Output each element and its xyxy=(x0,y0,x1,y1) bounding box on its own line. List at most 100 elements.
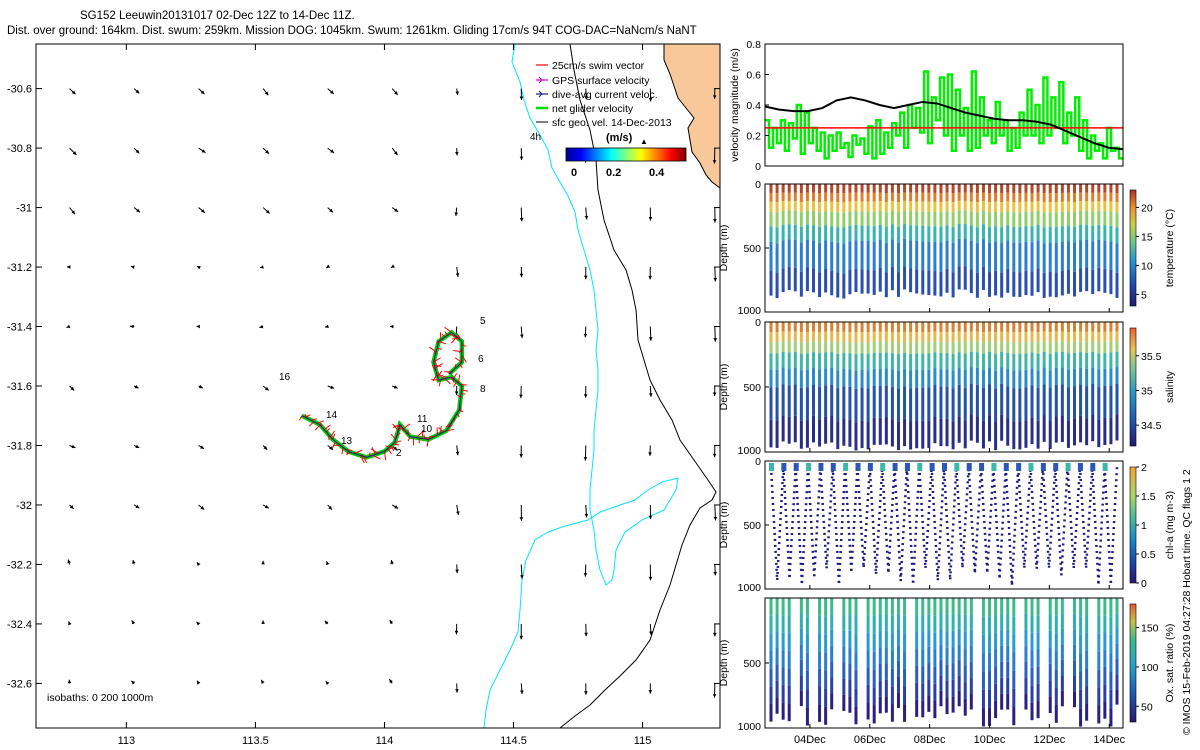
geo-vector-head xyxy=(196,621,201,626)
geo-vector-head xyxy=(71,210,76,215)
chl-dive-down xyxy=(893,466,902,582)
velocity-ytick-label: 0 xyxy=(755,161,761,173)
legend-dive-avg-current: dive-avg current veloc. xyxy=(552,89,658,101)
chl-dive-down xyxy=(1091,466,1100,584)
geo-vector-head xyxy=(394,208,399,212)
geo-vector-head xyxy=(520,575,524,579)
geo-vector-head xyxy=(265,150,269,154)
geo-vector-head xyxy=(265,209,270,214)
swim-vector xyxy=(386,446,395,451)
section-colorbar xyxy=(1129,327,1137,447)
swim-vector xyxy=(325,428,330,433)
dive-avg-current-line xyxy=(301,331,463,458)
swim-vector xyxy=(304,414,311,418)
chl-dive-up xyxy=(800,466,810,584)
swim-vector xyxy=(383,451,387,461)
section-colorbar xyxy=(1129,189,1137,307)
time-label: 4h xyxy=(530,132,541,143)
geo-vector-head xyxy=(519,273,524,278)
map-ytick-label: -31 xyxy=(16,203,32,215)
geo-vector-head xyxy=(713,516,718,521)
colorbar-tick-label: 10 xyxy=(1141,260,1153,272)
geo-vector-head xyxy=(455,451,460,456)
geo-vector-head xyxy=(584,513,589,518)
chl-surface-point xyxy=(1077,463,1083,471)
section-panel-3: 500 1000 Depth (m) 50 100 150 Ox. sat. ratio (… xyxy=(718,597,1176,733)
swim-vector xyxy=(354,449,363,454)
map-xtick-label: 114.5 xyxy=(500,735,527,747)
section-xtick-label: 04Dec xyxy=(794,734,826,746)
swim-vector xyxy=(437,370,443,378)
section-background xyxy=(765,461,1123,589)
geo-vector-head xyxy=(455,689,459,693)
swim-vector xyxy=(387,448,392,455)
swim-vector xyxy=(438,427,444,433)
chl-dive-up xyxy=(924,466,933,568)
chl-dive-up xyxy=(1010,466,1020,585)
velocity-ytick-label: 0.8 xyxy=(746,39,761,51)
swim-vector xyxy=(461,389,469,392)
dive-label-5: 5 xyxy=(480,316,486,327)
swim-vector xyxy=(456,394,461,399)
swim-vector xyxy=(437,372,444,380)
section-xtick-label: 08Dec xyxy=(914,734,946,746)
chl-dive-down xyxy=(1103,466,1113,584)
chl-surface-point xyxy=(1053,463,1059,471)
geo-vector-head xyxy=(648,337,653,341)
geo-vector-head xyxy=(519,517,524,521)
geo-vector-head xyxy=(520,334,524,339)
geo-vector-head xyxy=(713,632,717,637)
dive-label-2: 2 xyxy=(396,448,402,459)
chl-dive-up xyxy=(911,466,921,583)
swim-vector xyxy=(429,346,437,353)
geo-vector-head xyxy=(71,444,76,449)
swim-vector xyxy=(372,454,381,460)
geo-vector-head xyxy=(200,90,205,95)
geo-vector-head xyxy=(519,454,523,458)
swim-vector xyxy=(390,433,397,440)
section-xtick-label: 12Dec xyxy=(1033,734,1065,746)
geo-vector-head xyxy=(197,680,201,685)
chl-dive-down xyxy=(782,466,791,578)
geo-vector-head xyxy=(261,620,265,624)
chl-dive-down xyxy=(819,466,828,569)
geo-vector-head xyxy=(454,391,459,395)
colorbar-tick-label: 100 xyxy=(1141,662,1159,674)
colorbar-tick-0: 0 xyxy=(571,167,577,179)
figure-title: SG152 Leeuwin20131017 02-Dec 12Z to 14-D… xyxy=(80,10,355,22)
geo-vector-head xyxy=(196,265,201,270)
swim-vector xyxy=(444,378,451,385)
geo-vector-head xyxy=(454,212,459,217)
map-ytick-label: -32 xyxy=(16,500,32,512)
section-ylabel: Depth (m) xyxy=(718,640,730,687)
geo-vector-head xyxy=(198,384,203,389)
swim-vector xyxy=(434,364,442,367)
geo-vector-head xyxy=(389,619,394,624)
geo-vector-head xyxy=(713,338,718,342)
legend-net-velocity: net glider velocity xyxy=(552,103,634,115)
map-ytick-label: -30.8 xyxy=(7,143,32,155)
geo-vector-head xyxy=(329,208,333,213)
section-colorbar xyxy=(1129,603,1137,723)
chl-dive-up xyxy=(998,466,1008,578)
geo-vector-head xyxy=(330,385,335,389)
chl-dive-down xyxy=(1029,466,1038,569)
velocity-ytick-label: 0.6 xyxy=(746,70,761,82)
geo-vector-head xyxy=(132,559,136,564)
swim-vector xyxy=(385,445,390,448)
geo-vector-head xyxy=(583,275,588,280)
dive-label-13: 13 xyxy=(341,436,353,447)
swim-vector xyxy=(453,381,458,388)
dive-number-labels: 5 6 8 11 10 14 13 2 16 xyxy=(279,316,486,459)
chl-dive-up xyxy=(948,466,958,580)
swim-vector xyxy=(433,358,438,368)
geo-vector-head xyxy=(70,386,75,391)
geo-vector-head xyxy=(326,264,331,268)
geo-vector-head xyxy=(326,561,330,566)
geo-vector-head xyxy=(520,690,524,695)
geo-vector-head xyxy=(67,559,71,564)
colorbar-marker: ▲ xyxy=(640,137,648,146)
chl-surface-point xyxy=(979,463,985,471)
chl-surface-point xyxy=(855,463,861,471)
geo-vector-head xyxy=(134,384,139,389)
